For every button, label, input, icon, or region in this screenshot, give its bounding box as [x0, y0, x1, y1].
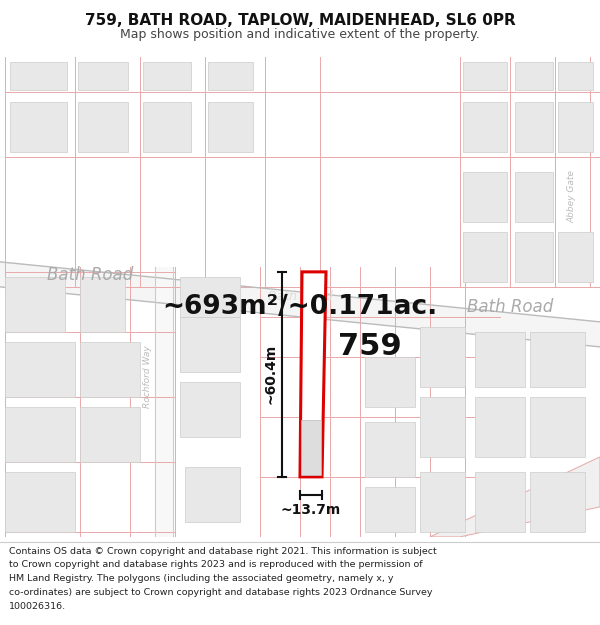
Bar: [78, 102, 128, 152]
Bar: [420, 397, 465, 457]
Text: HM Land Registry. The polygons (including the associated geometry, namely x, y: HM Land Registry. The polygons (includin…: [9, 574, 394, 583]
Bar: [143, 62, 191, 90]
Bar: [5, 407, 75, 462]
Text: co-ordinates) are subject to Crown copyright and database rights 2023 Ordnance S: co-ordinates) are subject to Crown copyr…: [9, 588, 433, 598]
Bar: [475, 397, 525, 457]
Text: ~13.7m: ~13.7m: [281, 503, 341, 517]
Bar: [463, 232, 507, 282]
Bar: [558, 102, 593, 152]
Bar: [80, 277, 125, 332]
Bar: [515, 232, 553, 282]
Bar: [208, 102, 253, 152]
Bar: [5, 277, 65, 332]
Bar: [463, 172, 507, 222]
Text: 759, BATH ROAD, TAPLOW, MAIDENHEAD, SL6 0PR: 759, BATH ROAD, TAPLOW, MAIDENHEAD, SL6 …: [85, 13, 515, 28]
Bar: [515, 102, 553, 152]
Polygon shape: [430, 457, 600, 537]
Bar: [185, 467, 240, 522]
Text: Bath Road: Bath Road: [268, 291, 332, 303]
Text: Bath Road: Bath Road: [47, 266, 133, 284]
Bar: [475, 472, 525, 532]
Text: Rochford Way: Rochford Way: [143, 346, 152, 408]
Text: Abbey Gate: Abbey Gate: [568, 171, 577, 223]
Text: 759: 759: [338, 332, 402, 361]
Bar: [80, 342, 140, 397]
Bar: [420, 472, 465, 532]
Bar: [365, 422, 415, 477]
Text: 100026316.: 100026316.: [9, 602, 66, 611]
Text: Contains OS data © Crown copyright and database right 2021. This information is : Contains OS data © Crown copyright and d…: [9, 546, 437, 556]
Bar: [80, 407, 140, 462]
Bar: [143, 102, 191, 152]
Bar: [558, 232, 593, 282]
Bar: [180, 382, 240, 437]
Bar: [530, 472, 585, 532]
Text: Map shows position and indicative extent of the property.: Map shows position and indicative extent…: [120, 28, 480, 41]
Bar: [475, 332, 525, 387]
Bar: [10, 102, 67, 152]
Text: ~693m²/~0.171ac.: ~693m²/~0.171ac.: [163, 294, 437, 320]
Bar: [155, 267, 173, 537]
Bar: [78, 62, 128, 90]
Polygon shape: [0, 262, 600, 347]
Bar: [463, 62, 507, 90]
Bar: [301, 420, 321, 475]
Polygon shape: [300, 272, 326, 477]
Bar: [515, 62, 553, 90]
Bar: [5, 342, 75, 397]
Bar: [5, 472, 75, 532]
Bar: [515, 172, 553, 222]
Bar: [530, 332, 585, 387]
Text: to Crown copyright and database rights 2023 and is reproduced with the permissio: to Crown copyright and database rights 2…: [9, 561, 422, 569]
Bar: [365, 487, 415, 532]
Bar: [558, 62, 593, 90]
Bar: [530, 397, 585, 457]
Bar: [420, 327, 465, 387]
Text: ~60.4m: ~60.4m: [263, 344, 277, 404]
Bar: [365, 357, 415, 407]
Bar: [10, 62, 67, 90]
Bar: [180, 317, 240, 372]
Bar: [208, 62, 253, 90]
Text: Bath Road: Bath Road: [467, 298, 553, 316]
Bar: [180, 277, 240, 317]
Bar: [463, 102, 507, 152]
